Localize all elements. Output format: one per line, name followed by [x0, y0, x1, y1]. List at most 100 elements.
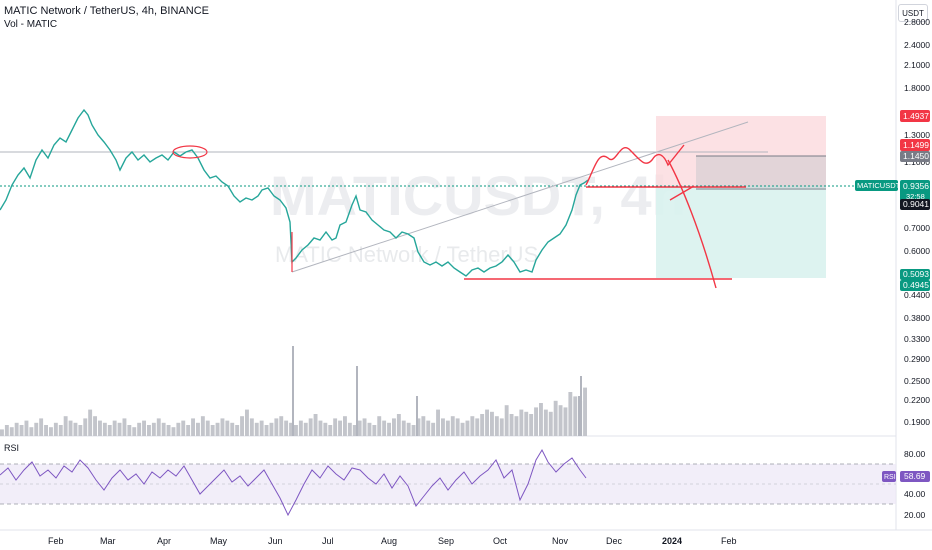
- highlight-circle[interactable]: [172, 145, 208, 159]
- volume-bar: [122, 418, 127, 436]
- volume-bar: [58, 425, 63, 436]
- price-tick: 0.3300: [904, 334, 930, 344]
- rsi-legend[interactable]: RSI: [4, 443, 19, 453]
- price-tag-entry[interactable]: 0.9041: [900, 199, 930, 210]
- volume-bar: [470, 416, 475, 436]
- volume-bar: [431, 422, 436, 436]
- watermark-name: MATIC Network / TetherUS: [275, 242, 538, 267]
- volume-bar: [298, 420, 303, 436]
- volume-bar: [166, 425, 171, 436]
- watermark-symbol: MATICUSDT, 4h: [270, 164, 686, 227]
- volume-bar: [53, 422, 58, 436]
- volume-bar: [137, 422, 142, 436]
- volume-bar: [406, 422, 411, 436]
- price-tick: 2.4000: [904, 40, 930, 50]
- volume-bar: [303, 422, 308, 436]
- volume-bar: [112, 420, 117, 436]
- volume-bar: [401, 420, 406, 436]
- currency-button[interactable]: USDT: [898, 4, 928, 22]
- price-series[interactable]: [0, 108, 589, 277]
- trend-line[interactable]: [291, 121, 749, 273]
- volume-bar: [151, 422, 156, 436]
- take-profit-zone[interactable]: [656, 186, 826, 278]
- volume-bar: [539, 403, 543, 436]
- volume-bar: [147, 425, 151, 436]
- rsi-value-tag[interactable]: RSI 58.69: [882, 471, 930, 482]
- volume-bar: [558, 405, 563, 436]
- volume-bar: [519, 409, 524, 436]
- volume-bar: [249, 418, 254, 436]
- time-label: Jul: [322, 536, 334, 546]
- price-tag-symbol[interactable]: MATICUSDT: [855, 180, 901, 191]
- price-tick: 0.6000: [904, 246, 930, 256]
- upper2-price-text: 1.1450: [903, 151, 929, 161]
- volume-bar: [465, 420, 470, 436]
- volume-histogram: [0, 346, 587, 436]
- price-tag-upper1[interactable]: 1.1499: [900, 139, 930, 151]
- volume-bar: [44, 425, 48, 436]
- volume-bar: [215, 422, 220, 436]
- volume-bar: [274, 418, 279, 436]
- volume-bar: [24, 420, 29, 436]
- volume-bar: [191, 418, 195, 436]
- volume-bar: [421, 416, 426, 436]
- price-tick: 0.2900: [904, 354, 930, 364]
- last-price-text: 0.9356: [903, 181, 929, 191]
- volume-legend[interactable]: Vol - MATIC: [4, 19, 58, 30]
- price-tick: 2.8000: [904, 17, 930, 27]
- drawing-tick[interactable]: [669, 185, 695, 201]
- volume-bar: [240, 416, 244, 436]
- volume-bar: [490, 411, 494, 436]
- volume-bar: [485, 409, 489, 436]
- volume-bar: [98, 420, 102, 436]
- volume-bar: [142, 420, 146, 436]
- price-tick: 0.1900: [904, 417, 930, 427]
- volume-bar: [441, 418, 445, 436]
- volume-bar: [14, 422, 19, 436]
- volume-bar: [357, 420, 362, 436]
- volume-bar: [568, 392, 573, 436]
- rsi-series[interactable]: [0, 448, 587, 517]
- volume-bar: [19, 425, 24, 436]
- symbol-title[interactable]: MATIC Network / TetherUS, 4h, BINANCE: [4, 5, 209, 17]
- volume-bar: [289, 422, 293, 436]
- time-label: Sep: [438, 536, 454, 546]
- volume-bar: [392, 418, 396, 436]
- projected-path-down[interactable]: [667, 159, 717, 289]
- upper1-price-text: 1.1499: [903, 140, 929, 150]
- price-tag-target2[interactable]: 0.4945: [900, 280, 930, 291]
- volume-bar: [347, 422, 352, 436]
- price-axis[interactable]: 2.8000 2.4000 2.1000 1.8000 1.3000 1.100…: [904, 17, 930, 427]
- volume-bar: [102, 422, 107, 436]
- volume-spike: [356, 366, 358, 436]
- volume-bar: [220, 418, 225, 436]
- volume-bar: [460, 422, 465, 436]
- volume-spike: [580, 376, 582, 436]
- price-tick: 0.2200: [904, 395, 930, 405]
- price-tag-target1[interactable]: 0.5093: [900, 269, 930, 280]
- volume-bar: [499, 418, 504, 436]
- price-tag-stop[interactable]: 1.4937: [900, 110, 930, 122]
- range-box[interactable]: [696, 156, 826, 188]
- time-axis[interactable]: Feb Mar Apr May Jun Jul Aug Sep Oct Nov …: [48, 536, 737, 546]
- price-tick: 2.1000: [904, 60, 930, 70]
- rsi-axis[interactable]: 80.00 40.00 20.00: [904, 449, 926, 520]
- volume-bar: [83, 418, 88, 436]
- volume-bar: [372, 425, 377, 436]
- volume-bar: [127, 425, 132, 436]
- symbol-tag-text: MATICUSDT: [857, 181, 901, 190]
- time-label: Feb: [48, 536, 64, 546]
- volume-spike: [578, 396, 580, 436]
- volume-bar: [504, 405, 509, 436]
- volume-bar: [543, 409, 548, 436]
- volume-bar: [117, 422, 122, 436]
- volume-bar: [475, 418, 480, 436]
- volume-bar: [186, 425, 191, 436]
- volume-bar: [156, 418, 161, 436]
- volume-bar: [181, 420, 186, 436]
- price-tag-last[interactable]: 0.9356 32:58: [900, 180, 930, 202]
- price-tag-upper2[interactable]: 1.1450: [900, 151, 930, 162]
- time-label: Feb: [721, 536, 737, 546]
- target2-price-text: 0.4945: [903, 280, 929, 290]
